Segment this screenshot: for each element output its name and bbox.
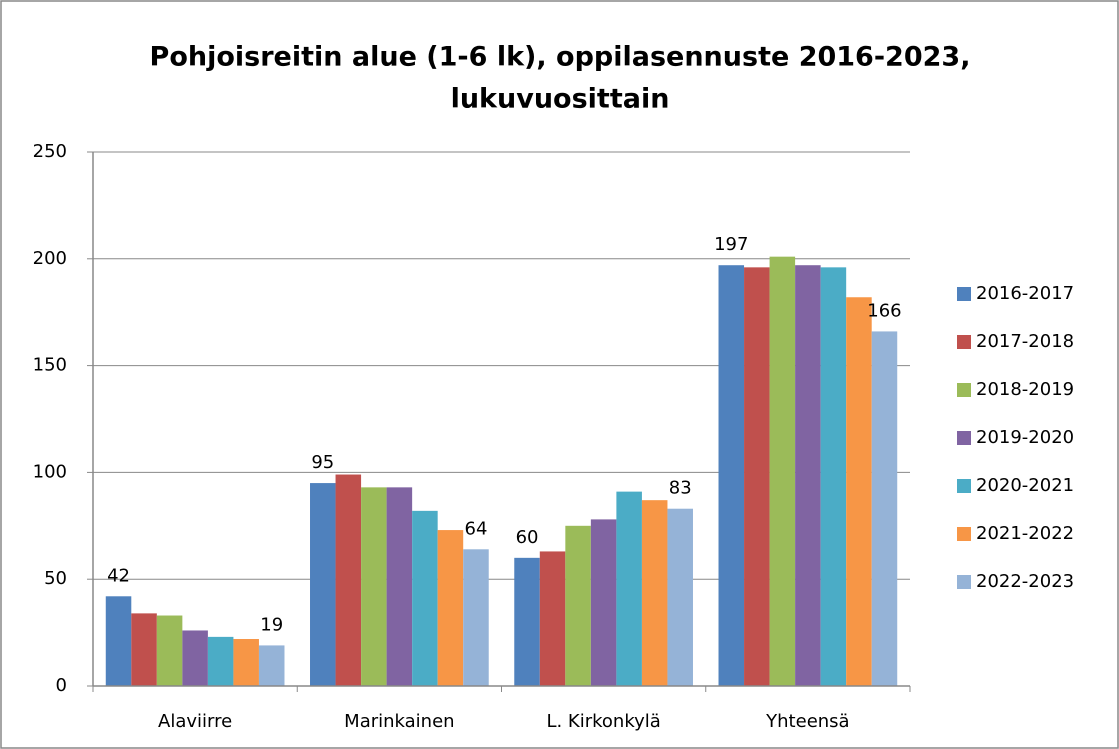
- bar: [820, 267, 847, 686]
- bar: [871, 331, 898, 686]
- y-tick-label: 200: [33, 248, 67, 269]
- legend-label: 2016-2017: [976, 283, 1074, 304]
- legend-swatch: [957, 287, 971, 301]
- chart-title: Pohjoisreitin alue (1-6 lk), oppilasennu…: [150, 42, 971, 73]
- legend-swatch: [957, 575, 971, 589]
- data-label: 166: [867, 300, 901, 321]
- bar: [718, 265, 745, 686]
- bar: [233, 639, 259, 686]
- legend-label: 2017-2018: [976, 331, 1074, 352]
- legend-swatch: [957, 383, 971, 397]
- bar: [386, 487, 413, 686]
- y-tick-label: 100: [33, 461, 67, 482]
- legend-swatch: [957, 431, 971, 445]
- bar: [795, 265, 821, 686]
- x-tick-label: Marinkainen: [344, 711, 454, 732]
- data-label: 19: [260, 614, 283, 635]
- data-label: 64: [465, 518, 488, 539]
- data-label: 60: [516, 527, 539, 548]
- legend-swatch: [957, 479, 971, 493]
- bar: [156, 615, 183, 686]
- bar: [437, 530, 464, 686]
- x-tick-label: L. Kirkonkylä: [546, 711, 660, 732]
- y-tick-label: 250: [33, 141, 67, 162]
- bar: [182, 630, 208, 686]
- bar: [258, 645, 285, 686]
- bar: [514, 557, 540, 686]
- legend-swatch: [957, 335, 971, 349]
- bar: [616, 491, 642, 686]
- data-label: 42: [107, 565, 130, 586]
- x-tick-label: Alaviirre: [158, 711, 232, 732]
- x-tick-label: Yhteensä: [765, 711, 849, 732]
- bar: [335, 474, 362, 686]
- bar: [539, 551, 566, 686]
- data-label: 95: [311, 452, 334, 473]
- bar: [641, 500, 668, 686]
- bar: [361, 487, 387, 686]
- legend-label: 2020-2021: [976, 475, 1074, 496]
- bar: [667, 508, 693, 686]
- chart-title: lukuvuosittain: [451, 84, 670, 115]
- legend-label: 2018-2019: [976, 379, 1074, 400]
- bar: [412, 510, 438, 686]
- bar: [310, 483, 336, 686]
- legend-label: 2022-2023: [976, 571, 1074, 592]
- bar: [105, 596, 132, 686]
- bar: [846, 297, 872, 686]
- bar: [207, 636, 234, 686]
- legend-label: 2021-2022: [976, 523, 1074, 544]
- y-tick-label: 0: [56, 675, 67, 696]
- legend-label: 2019-2020: [976, 427, 1074, 448]
- bar: [131, 613, 157, 686]
- data-label: 197: [714, 234, 748, 255]
- legend-swatch: [957, 527, 971, 541]
- bar: [744, 267, 770, 686]
- bar: [463, 549, 489, 686]
- data-label: 83: [669, 478, 692, 499]
- bar: [590, 519, 617, 686]
- bar: [565, 525, 591, 686]
- y-tick-label: 50: [44, 568, 67, 589]
- y-tick-label: 150: [33, 355, 67, 376]
- bar: [769, 256, 796, 686]
